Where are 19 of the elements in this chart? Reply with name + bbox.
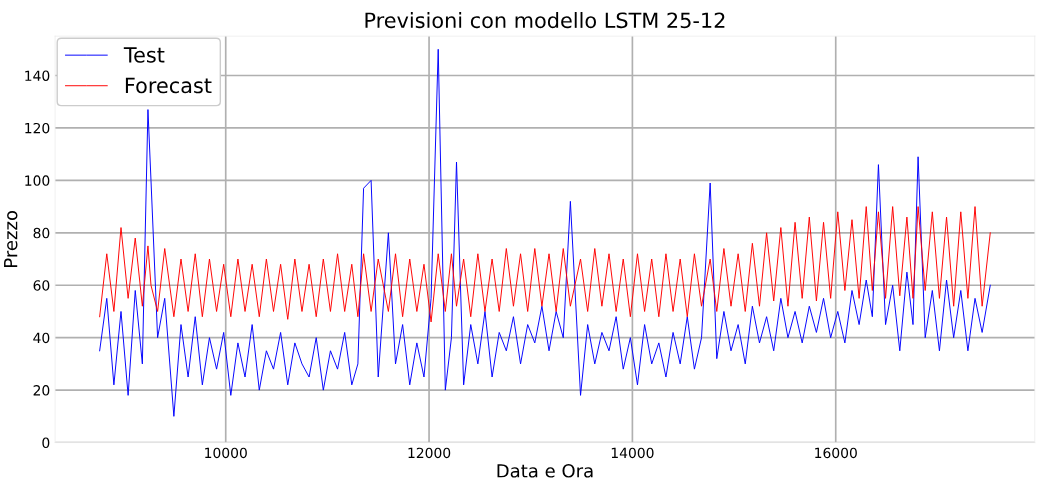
y-tick-label: 80 [33, 227, 50, 239]
y-axis-title: Prezzo [4, 211, 18, 267]
x-tick-label: 12000 [408, 447, 451, 459]
y-tick-label: 140 [25, 70, 50, 81]
y-tick-label: 120 [25, 122, 50, 134]
x-axis-title: Data e Ora [497, 463, 593, 478]
x-tick-label: 16000 [815, 447, 857, 459]
chart-title: Previsioni con modello LSTM 25-12 [365, 12, 725, 29]
legend-label: Test [123, 47, 165, 63]
y-tick-label: 20 [33, 385, 50, 396]
x-tick-label: 14000 [611, 447, 654, 459]
y-tick-label: 0 [42, 437, 50, 449]
y-tick-label: 100 [25, 175, 50, 186]
legend-label: Forecast [125, 77, 212, 94]
x-tick-label: 10000 [205, 447, 247, 459]
line-series [99, 206, 991, 323]
y-tick-label: 60 [33, 280, 50, 291]
line-series [99, 48, 991, 417]
y-tick-label: 40 [33, 332, 50, 344]
